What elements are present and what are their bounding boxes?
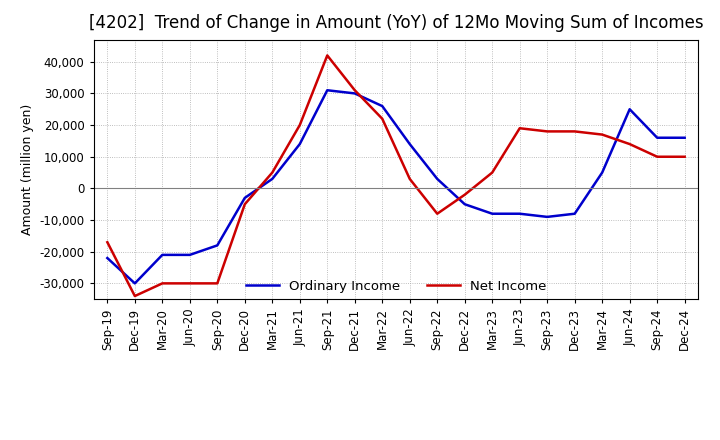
Net Income xyxy=(598,132,606,137)
Line: Ordinary Income: Ordinary Income xyxy=(107,90,685,283)
Net Income xyxy=(295,122,304,128)
Title: [4202]  Trend of Change in Amount (YoY) of 12Mo Moving Sum of Incomes: [4202] Trend of Change in Amount (YoY) o… xyxy=(89,15,703,33)
Ordinary Income xyxy=(626,106,634,112)
Ordinary Income xyxy=(488,211,497,216)
Ordinary Income xyxy=(516,211,524,216)
Ordinary Income xyxy=(598,170,606,175)
Ordinary Income xyxy=(240,195,249,201)
Ordinary Income xyxy=(680,135,689,140)
Ordinary Income xyxy=(130,281,139,286)
Ordinary Income xyxy=(653,135,662,140)
Ordinary Income xyxy=(405,141,414,147)
Ordinary Income xyxy=(460,202,469,207)
Ordinary Income xyxy=(543,214,552,220)
Net Income xyxy=(213,281,222,286)
Net Income xyxy=(460,192,469,198)
Net Income xyxy=(158,281,166,286)
Ordinary Income xyxy=(351,91,359,96)
Ordinary Income xyxy=(570,211,579,216)
Net Income xyxy=(186,281,194,286)
Net Income xyxy=(570,129,579,134)
Net Income xyxy=(323,53,332,58)
Net Income xyxy=(543,129,552,134)
Net Income xyxy=(240,202,249,207)
Legend: Ordinary Income, Net Income: Ordinary Income, Net Income xyxy=(240,274,552,298)
Net Income xyxy=(626,141,634,147)
Net Income xyxy=(516,125,524,131)
Net Income xyxy=(680,154,689,159)
Net Income xyxy=(433,211,441,216)
Ordinary Income xyxy=(295,141,304,147)
Line: Net Income: Net Income xyxy=(107,55,685,296)
Net Income xyxy=(488,170,497,175)
Y-axis label: Amount (million yen): Amount (million yen) xyxy=(21,104,34,235)
Ordinary Income xyxy=(158,252,166,257)
Net Income xyxy=(268,170,276,175)
Net Income xyxy=(653,154,662,159)
Net Income xyxy=(103,239,112,245)
Net Income xyxy=(130,293,139,299)
Ordinary Income xyxy=(268,176,276,182)
Ordinary Income xyxy=(323,88,332,93)
Ordinary Income xyxy=(378,103,387,109)
Ordinary Income xyxy=(213,243,222,248)
Ordinary Income xyxy=(103,255,112,260)
Net Income xyxy=(351,88,359,93)
Ordinary Income xyxy=(433,176,441,182)
Net Income xyxy=(378,116,387,121)
Ordinary Income xyxy=(186,252,194,257)
Net Income xyxy=(405,176,414,182)
